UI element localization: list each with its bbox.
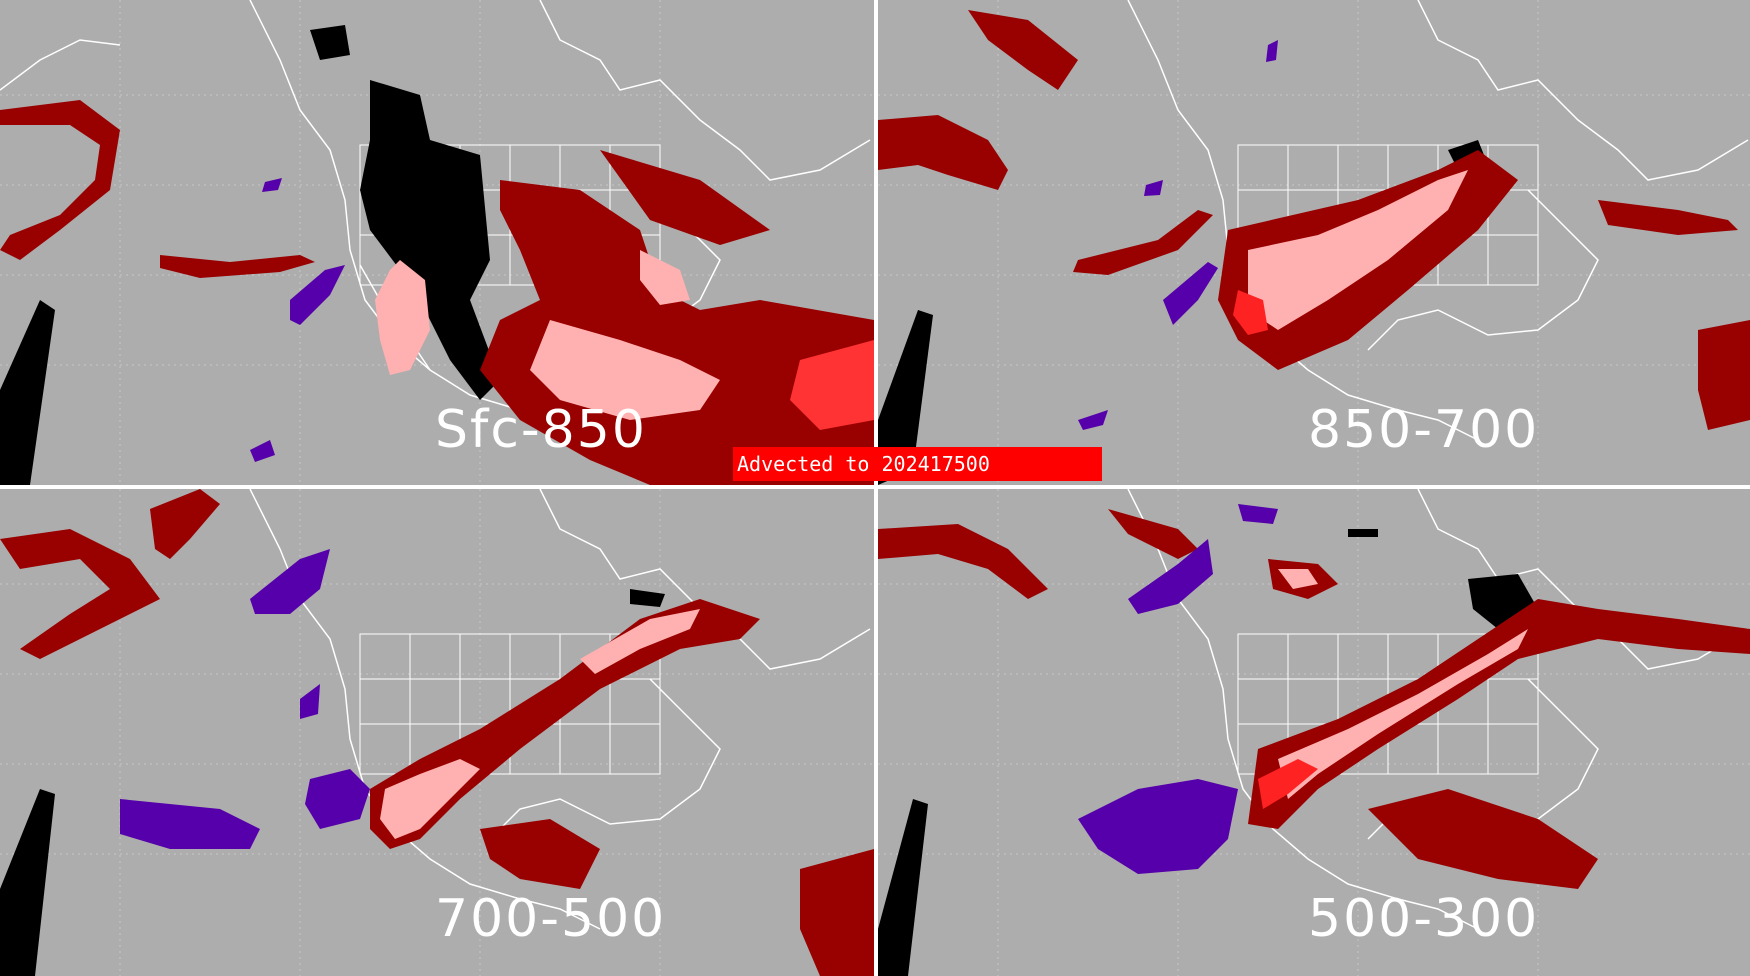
panel-map-graphic bbox=[878, 0, 1750, 485]
pink-regions bbox=[1278, 569, 1528, 799]
purple-regions bbox=[1078, 504, 1278, 874]
black-regions bbox=[0, 589, 665, 976]
layer-label-sfc-850: Sfc-850 bbox=[435, 400, 647, 460]
purple-regions bbox=[250, 178, 345, 462]
bright-red-regions bbox=[790, 340, 874, 430]
pink-regions bbox=[375, 250, 720, 420]
layer-label-850-700: 850-700 bbox=[1308, 400, 1540, 460]
panel-map-graphic bbox=[878, 489, 1750, 976]
black-regions bbox=[0, 25, 500, 485]
dark-red-regions bbox=[878, 509, 1750, 889]
bright-red-regions bbox=[1233, 290, 1268, 335]
panel-map-graphic bbox=[0, 0, 874, 485]
dark-red-regions bbox=[878, 10, 1750, 430]
pink-regions bbox=[380, 609, 700, 839]
panel-map-graphic bbox=[0, 489, 874, 976]
layer-label-700-500: 700-500 bbox=[435, 889, 667, 949]
purple-regions bbox=[120, 549, 370, 849]
map-panel-sfc-850: Sfc-850 bbox=[0, 0, 874, 485]
map-panel-500-300: 500-300 bbox=[878, 489, 1750, 976]
bright-red-regions bbox=[1258, 759, 1318, 809]
map-panel-700-500: 700-500 bbox=[0, 489, 874, 976]
dark-red-regions bbox=[0, 100, 874, 485]
banner-value: 202417500 bbox=[881, 452, 990, 476]
graticule bbox=[0, 0, 874, 485]
banner-prefix: Advected to bbox=[737, 452, 870, 476]
purple-regions bbox=[1078, 40, 1278, 430]
map-panel-850-700: 850-700 bbox=[878, 0, 1750, 485]
advection-time-banner: Advected to 202417500 bbox=[733, 447, 1102, 481]
graticule bbox=[878, 0, 1750, 485]
layer-label-500-300: 500-300 bbox=[1308, 889, 1540, 949]
dark-red-regions bbox=[0, 489, 874, 976]
pink-regions bbox=[1248, 170, 1468, 330]
